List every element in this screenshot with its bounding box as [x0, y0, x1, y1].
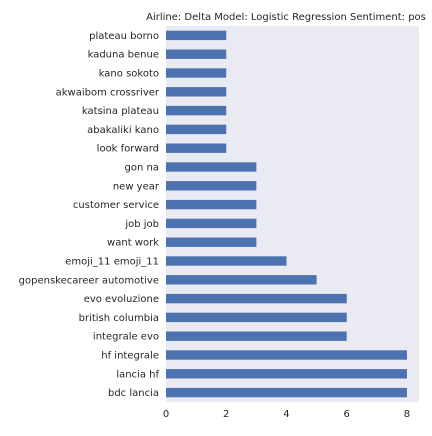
bar-integrale-evo: [166, 331, 347, 341]
x-tick-label: 8: [404, 409, 410, 420]
x-tick-label: 0: [163, 409, 169, 420]
category-label: bdc lancia: [108, 388, 159, 399]
category-label: abakaliki kano: [87, 125, 159, 136]
category-label: kano sokoto: [99, 69, 159, 80]
bar-plateau-borno: [166, 30, 227, 41]
category-label: customer service: [73, 200, 159, 211]
bar-gopenskecareer-automotive: [166, 275, 317, 285]
chart-title: Airline: Delta Model: Logistic Regressio…: [146, 12, 426, 23]
bar-gon-na: [166, 162, 257, 172]
bar-new-year: [166, 181, 257, 191]
bar-kano-sokoto: [166, 68, 227, 78]
category-label: want work: [107, 238, 159, 249]
bar-evo-evoluzione: [166, 293, 347, 304]
category-label: gopenskecareer automotive: [19, 275, 159, 286]
category-labels: bdc lancia lancia hf hf integrale integrale…: [19, 31, 160, 399]
category-label: plateau borno: [89, 31, 159, 42]
category-label: emoji_11 emoji_11: [65, 257, 159, 268]
category-label: lancia hf: [116, 369, 159, 380]
bar-hf-integrale: [166, 350, 407, 360]
category-label: look forward: [97, 144, 159, 155]
bar-want-work: [166, 237, 257, 247]
bar-bdc-lancia: [166, 387, 407, 398]
x-tick-label: 6: [344, 409, 350, 420]
category-label: akwaibom crossriver: [56, 87, 160, 98]
x-tick-label: 2: [223, 409, 229, 420]
bar-job-job: [166, 218, 257, 229]
category-label: british columbia: [79, 313, 159, 324]
plot-area: [166, 26, 419, 402]
category-label: gon na: [125, 163, 159, 174]
bar-kaduna-benue: [166, 49, 227, 59]
category-label: evo evoluzione: [84, 294, 159, 305]
x-tick-labels: 0 2 4 6 8: [163, 409, 410, 420]
category-label: hf integrale: [101, 351, 159, 362]
bar-look-forward: [166, 143, 227, 153]
bar-british-columbia: [166, 312, 347, 323]
bars: [166, 30, 407, 398]
category-label: new year: [113, 181, 160, 192]
bar-akwaibom-crossriver: [166, 87, 227, 97]
bar-emoji-11-emoji-11: [166, 256, 287, 266]
category-label: katsina plateau: [82, 106, 159, 117]
bar-customer-service: [166, 199, 257, 210]
x-tick-label: 4: [283, 409, 289, 420]
bar-abakaliki-kano: [166, 124, 227, 135]
bar-lancia-hf: [166, 369, 407, 379]
category-label: kaduna benue: [88, 50, 159, 61]
category-label: job job: [124, 219, 159, 230]
bar-katsina-plateau: [166, 105, 227, 116]
category-label: integrale evo: [93, 332, 159, 343]
